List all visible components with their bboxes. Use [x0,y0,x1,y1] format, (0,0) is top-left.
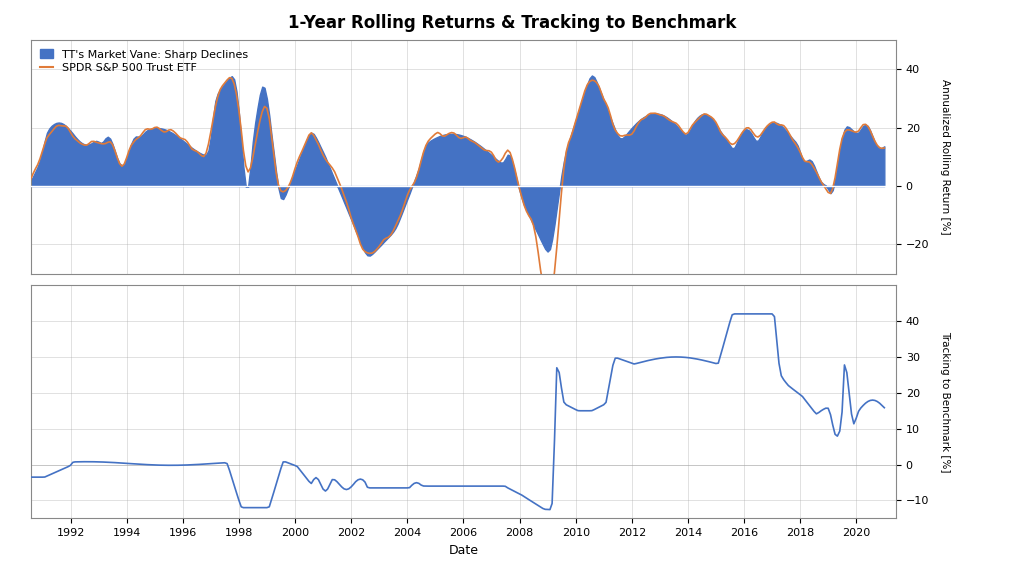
Line: SPDR S&P 500 Trust ETF: SPDR S&P 500 Trust ETF [18,78,885,302]
X-axis label: Date: Date [449,544,478,556]
Y-axis label: Annualized Rolling Return [%]: Annualized Rolling Return [%] [940,79,950,235]
Text: 1-Year Rolling Returns & Tracking to Benchmark: 1-Year Rolling Returns & Tracking to Ben… [288,14,736,32]
Y-axis label: Tracking to Benchmark [%]: Tracking to Benchmark [%] [940,331,950,472]
Legend: TT's Market Vane: Sharp Declines, SPDR S&P 500 Trust ETF: TT's Market Vane: Sharp Declines, SPDR S… [36,46,251,77]
